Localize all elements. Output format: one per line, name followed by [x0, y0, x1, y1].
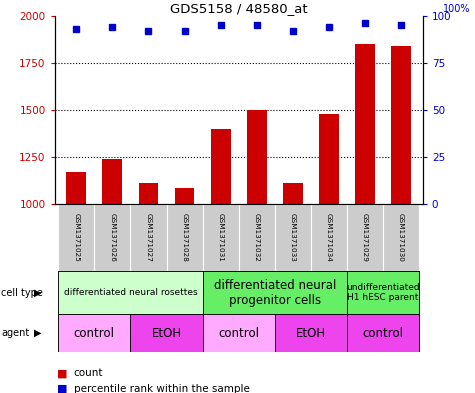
- Bar: [58, 271, 203, 314]
- Text: differentiated neural
progenitor cells: differentiated neural progenitor cells: [214, 279, 336, 307]
- Bar: [283, 183, 303, 204]
- Text: GSM1371029: GSM1371029: [362, 213, 368, 262]
- Text: EtOH: EtOH: [152, 327, 181, 340]
- Text: ■: ■: [57, 368, 67, 378]
- Bar: [247, 110, 266, 204]
- Text: ▶: ▶: [34, 288, 42, 298]
- Text: differentiated neural rosettes: differentiated neural rosettes: [64, 288, 197, 297]
- Text: GSM1371026: GSM1371026: [109, 213, 115, 262]
- Text: GSM1371030: GSM1371030: [398, 213, 404, 262]
- Text: GSM1371032: GSM1371032: [254, 213, 260, 262]
- Text: EtOH: EtOH: [296, 327, 326, 340]
- Text: cell type: cell type: [1, 288, 43, 298]
- Text: 100%: 100%: [443, 4, 471, 14]
- Bar: [311, 204, 347, 271]
- Bar: [131, 204, 167, 271]
- Bar: [131, 314, 203, 352]
- Bar: [139, 183, 158, 204]
- Text: agent: agent: [1, 328, 29, 338]
- Bar: [319, 114, 339, 204]
- Text: control: control: [74, 327, 115, 340]
- Bar: [66, 172, 86, 204]
- Bar: [203, 314, 275, 352]
- Bar: [211, 129, 230, 204]
- Bar: [391, 46, 411, 204]
- Text: GSM1371034: GSM1371034: [326, 213, 332, 262]
- Text: GSM1371027: GSM1371027: [145, 213, 152, 262]
- Text: GSM1371031: GSM1371031: [218, 213, 224, 262]
- Bar: [58, 314, 131, 352]
- Text: control: control: [218, 327, 259, 340]
- Text: percentile rank within the sample: percentile rank within the sample: [74, 384, 249, 393]
- Bar: [383, 204, 419, 271]
- Text: GSM1371025: GSM1371025: [73, 213, 79, 262]
- Bar: [347, 314, 419, 352]
- Text: ▶: ▶: [34, 328, 42, 338]
- Text: count: count: [74, 368, 103, 378]
- Text: GSM1371028: GSM1371028: [181, 213, 188, 262]
- Bar: [95, 204, 131, 271]
- Bar: [355, 44, 375, 204]
- Bar: [275, 204, 311, 271]
- Bar: [275, 314, 347, 352]
- Title: GDS5158 / 48580_at: GDS5158 / 48580_at: [170, 2, 307, 15]
- Bar: [203, 204, 239, 271]
- Bar: [167, 204, 203, 271]
- Text: control: control: [362, 327, 404, 340]
- Bar: [347, 271, 419, 314]
- Text: ■: ■: [57, 384, 67, 393]
- Bar: [103, 159, 122, 204]
- Bar: [175, 188, 194, 204]
- Bar: [239, 204, 275, 271]
- Bar: [203, 271, 347, 314]
- Text: undifferentiated
H1 hESC parent: undifferentiated H1 hESC parent: [346, 283, 420, 303]
- Bar: [347, 204, 383, 271]
- Bar: [58, 204, 95, 271]
- Text: GSM1371033: GSM1371033: [290, 213, 296, 262]
